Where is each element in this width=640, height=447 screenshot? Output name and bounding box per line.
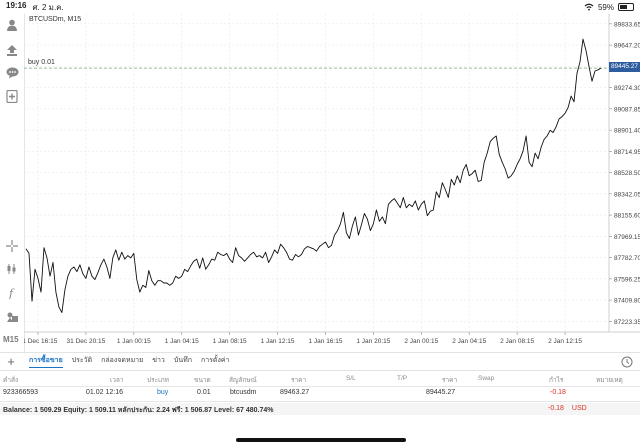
price-chart[interactable]: 89833.6589647.2089460.7489274.3089087.85… — [24, 14, 640, 352]
col-comment: หมายเหตุ — [596, 377, 623, 384]
y-tick-label: 87969.15 — [614, 234, 640, 241]
table-header: คำสั่ง เวลา ประเภท ขนาด สัญลักษณ์ ราคา S… — [0, 375, 640, 385]
x-tick-label: 1 Jan 08:15 — [213, 338, 247, 345]
col-open-price: ราคา — [291, 377, 307, 384]
add-icon[interactable]: + — [7, 354, 15, 369]
y-tick-label: 87223.35 — [614, 319, 640, 326]
new-order-icon[interactable] — [5, 89, 19, 103]
col-sl: S/L — [346, 375, 356, 382]
chat-icon[interactable] — [5, 66, 19, 80]
battery-percent: 59% — [597, 2, 614, 12]
col-volume: ขนาด — [194, 377, 211, 384]
objects-icon[interactable] — [5, 310, 19, 324]
x-tick-label: 2 Jan 12:15 — [548, 338, 582, 345]
tab-0[interactable]: การซื้อขาย — [29, 355, 63, 368]
balance-summary: Balance: 1 509.29 Equity: 1 509.11 หลักป… — [3, 407, 274, 414]
tab-5[interactable]: การตั้งค่า — [200, 357, 230, 364]
status-bar: 19:16 ศ. 2 ม.ค. 59% — [0, 0, 640, 14]
currency: USD — [571, 405, 587, 412]
total-profit-value: -0.18 — [548, 405, 564, 412]
x-tick-label: 2 Jan 04:15 — [452, 338, 486, 345]
y-tick-label: 88901.40 — [614, 128, 640, 135]
position-label: buy 0.01 — [28, 59, 55, 66]
y-tick-label: 88528.50 — [614, 170, 640, 177]
col-price: ราคา — [442, 377, 458, 384]
y-tick-label: 87409.80 — [614, 298, 640, 305]
bottom-tab-bar: + การซื้อขาย ประวัติ กล่องจดหมาย ข่าว บันทึก… — [0, 352, 640, 371]
table-row[interactable]: 923366593 01.02 12:16 buy 0.01 btcusdm 8… — [0, 389, 640, 399]
chart-symbol-title: BTCUSDm, M15 — [29, 16, 82, 23]
y-tick-label: 87596.25 — [614, 276, 640, 283]
left-toolbar: f M15 — [0, 14, 25, 352]
col-swap: Swap — [478, 375, 495, 382]
y-tick-label: 88155.60 — [614, 213, 640, 220]
x-tick-label: 2 Jan 00:15 — [404, 338, 438, 345]
wifi-icon — [584, 3, 594, 11]
history-clock-icon[interactable] — [621, 356, 633, 368]
cell-ticket: 923366593 — [3, 389, 39, 396]
svg-text:f: f — [8, 287, 15, 299]
indicators-icon[interactable] — [5, 262, 19, 276]
crosshair-icon[interactable] — [5, 239, 19, 253]
y-tick-label: 89647.20 — [614, 43, 640, 50]
clock-time: 19:16 — [6, 0, 27, 10]
cell-volume: 0.01 — [197, 389, 211, 396]
col-type: ประเภท — [147, 377, 169, 384]
y-tick-label: 87782.70 — [614, 255, 640, 262]
divider — [0, 386, 640, 387]
tab-3[interactable]: ข่าว — [152, 357, 165, 364]
x-tick-label: 1 Jan 00:15 — [117, 338, 151, 345]
y-tick-label: 88714.95 — [614, 149, 640, 156]
cell-type: buy — [157, 389, 169, 396]
y-tick-label: 88342.05 — [614, 191, 640, 198]
tab-4[interactable]: บันทึก — [173, 357, 192, 364]
cell-price: 89445.27 — [426, 389, 456, 396]
clock-date: ศ. 2 ม.ค. — [32, 2, 64, 12]
col-symbol: สัญลักษณ์ — [229, 377, 257, 384]
y-tick-label: 89833.65 — [614, 21, 640, 28]
x-tick-label: 1 Jan 12:15 — [261, 338, 295, 345]
price-series-line — [25, 38, 602, 314]
total-profit: -0.18 USD — [548, 405, 587, 412]
cell-time: 01.02 12:16 — [86, 389, 123, 396]
x-tick-label: 1 Jan 04:15 — [165, 338, 199, 345]
x-tick-label: 31 Dec 20:15 — [67, 338, 106, 345]
chart-canvas[interactable]: 89833.6589647.2089460.7489274.3089087.85… — [24, 14, 640, 352]
divider — [0, 401, 640, 402]
cell-profit: -0.18 — [550, 389, 566, 396]
battery-icon — [618, 3, 634, 11]
tab-1[interactable]: ประวัติ — [71, 357, 93, 364]
x-tick-label: 1 Jan 20:15 — [356, 338, 390, 345]
y-tick-label: 89087.85 — [614, 106, 640, 113]
col-ticket: คำสั่ง — [3, 377, 19, 384]
col-tp: T/P — [397, 375, 408, 382]
function-icon[interactable]: f — [5, 286, 19, 300]
x-tick-label: 2 Jan 08:15 — [500, 338, 534, 345]
trade-icon[interactable] — [5, 44, 19, 58]
cell-symbol: btcusdm — [230, 389, 257, 396]
y-tick-label: 89274.30 — [614, 85, 640, 92]
account-icon[interactable] — [5, 18, 19, 32]
account-summary: Balance: 1 509.29 Equity: 1 509.11 หลักป… — [0, 403, 640, 415]
x-tick-label: 31 Dec 16:15 — [24, 338, 58, 345]
x-tick-label: 1 Jan 16:15 — [308, 338, 342, 345]
current-price-badge: 89445.27 — [609, 62, 640, 72]
timeframe-label[interactable]: M15 — [3, 335, 19, 344]
cell-open-price: 89463.27 — [280, 389, 310, 396]
col-profit: กำไร — [549, 377, 564, 384]
col-time: เวลา — [110, 377, 124, 384]
home-indicator[interactable] — [236, 438, 406, 442]
tab-2[interactable]: กล่องจดหมาย — [101, 357, 144, 364]
